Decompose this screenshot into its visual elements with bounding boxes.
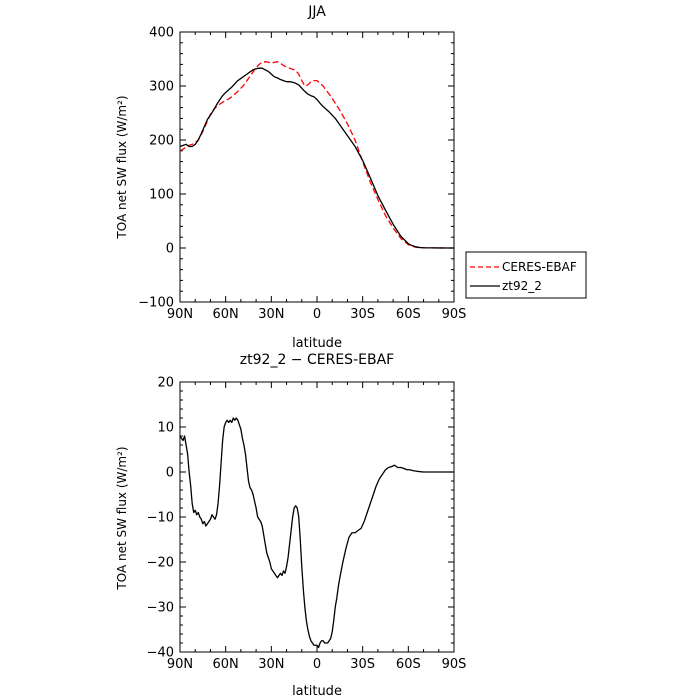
top-x-tick-label: 90S <box>442 307 467 322</box>
bottom-series-line-0 <box>179 417 454 649</box>
bottom-x-tick-label: 30N <box>258 657 284 672</box>
top-y-tick-label: 200 <box>149 134 174 149</box>
top-chart-title: JJA <box>307 4 326 20</box>
top-y-axis-label: TOA net SW flux (W/m²) <box>115 95 129 239</box>
bottom-panel: zt92_2 − CERES-EBAF TOA net SW flux (W/m… <box>115 352 466 699</box>
top-x-tick-label: 30S <box>350 307 375 322</box>
top-series-line-zt92-2 <box>179 67 454 249</box>
bottom-x-tick-label: 60S <box>396 657 421 672</box>
top-y-tick-label: 100 <box>149 188 174 203</box>
top-x-tick-label: 0 <box>313 307 321 322</box>
legend-box <box>465 251 587 299</box>
top-y-tick-label: 0 <box>166 242 174 257</box>
bottom-y-tick-label: 10 <box>157 421 174 436</box>
bottom-x-tick-label: 30S <box>350 657 375 672</box>
bottom-chart-title: zt92_2 − CERES-EBAF <box>240 352 394 368</box>
bottom-y-axis-label: TOA net SW flux (W/m²) <box>115 446 129 590</box>
bottom-y-tick-label: −30 <box>147 601 174 616</box>
bottom-y-tick-label: −20 <box>147 556 174 571</box>
top-x-axis-label: latitude <box>292 336 342 351</box>
bottom-x-tick-label: 90S <box>442 657 467 672</box>
bottom-plot-frame <box>179 381 455 653</box>
bottom-y-tick-label: 20 <box>157 376 174 391</box>
top-x-tick-label: 60N <box>213 307 239 322</box>
legend: CERES-EBAF zt92_2 <box>465 251 587 299</box>
top-series-line-ceres-ebaf <box>179 61 454 249</box>
bottom-y-tick-label: 0 <box>166 466 174 481</box>
legend-label-zt92-2: zt92_2 <box>502 279 542 293</box>
top-x-tick-label: 90N <box>167 307 193 322</box>
bottom-x-axis-label: latitude <box>292 684 342 699</box>
bottom-y-tick-label: −40 <box>147 646 174 661</box>
bottom-y-tick-label: −10 <box>147 511 174 526</box>
legend-label-ceres-ebaf: CERES-EBAF <box>502 260 577 274</box>
bottom-x-tick-label: 90N <box>167 657 193 672</box>
top-y-tick-label: −100 <box>138 296 174 311</box>
top-x-tick-label: 60S <box>396 307 421 322</box>
bottom-x-tick-label: 0 <box>313 657 321 672</box>
top-x-tick-label: 30N <box>258 307 284 322</box>
top-panel: JJA TOA net SW flux (W/m²) latitude 90N 6… <box>115 4 466 351</box>
top-plot-frame <box>179 31 455 303</box>
bottom-x-tick-label: 60N <box>213 657 239 672</box>
top-y-tick-label: 400 <box>149 26 174 41</box>
top-y-tick-label: 300 <box>149 80 174 95</box>
